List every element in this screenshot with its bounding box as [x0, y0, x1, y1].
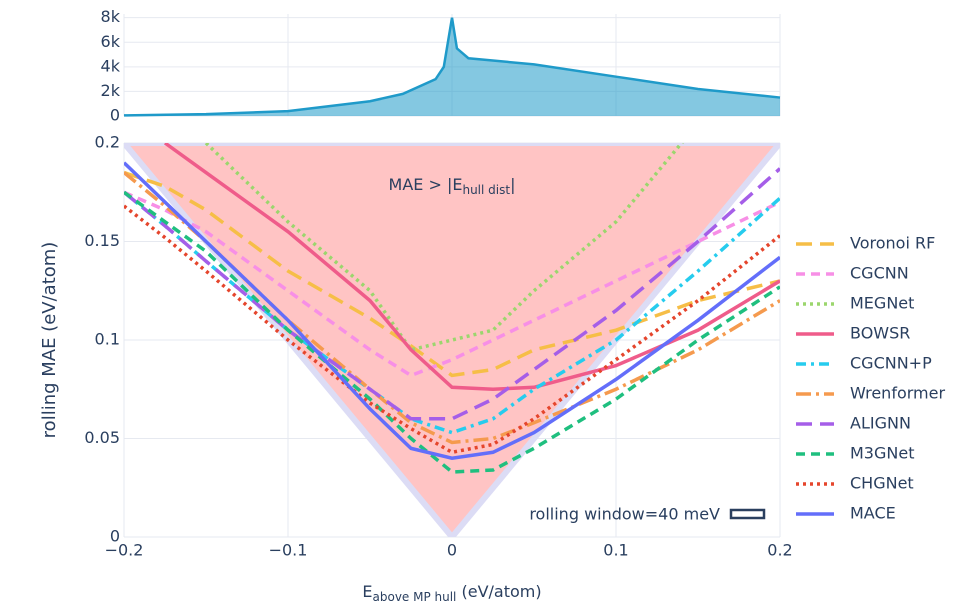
line-series [124, 167, 780, 421]
annotation-sub: hull dist [462, 183, 510, 197]
x-axis-label-main: E [362, 582, 372, 601]
y-tick-label: 0.2 [95, 133, 120, 152]
plot-area [124, 143, 780, 537]
x-axis-label: Eabove MP hull (eV/atom) [362, 582, 541, 604]
y-tick-label: 0.1 [95, 330, 120, 349]
y-tick-label: 0.05 [84, 428, 120, 447]
window-marker [729, 508, 766, 520]
legend-label: BOWSR [850, 324, 910, 343]
y-tick-label: 4k [101, 56, 121, 75]
y-tick-label: 0 [110, 527, 120, 546]
window-note: rolling window=40 meV [529, 505, 720, 524]
annotation: MAE > |Ehull dist| [389, 175, 516, 197]
x-axis-label-sub: above MP hull [373, 590, 457, 604]
line-series [124, 161, 780, 460]
line-series [124, 170, 780, 378]
x-tick-label: 0.2 [767, 541, 792, 560]
y-tick-label: 8k [101, 7, 121, 26]
legend-label: MEGNet [850, 294, 914, 313]
legend-label: ALIGNN [850, 414, 911, 433]
x-tick-label: −0.1 [269, 541, 308, 560]
y-tick-label: 0 [110, 106, 120, 125]
area-line [123, 17, 781, 117]
x-tick-label: 0 [447, 541, 457, 560]
line-series [163, 143, 780, 392]
legend-label: Wrenformer [850, 384, 945, 403]
legend-label: CGCNN [850, 264, 909, 283]
annotation-main: MAE > |E [389, 175, 463, 194]
legend-label: Voronoi RF [850, 234, 935, 253]
x-tick-label: −0.2 [105, 541, 144, 560]
x-tick-label: 0.1 [603, 541, 628, 560]
annotation-end: | [510, 175, 515, 194]
y-tick-label: 6k [101, 32, 121, 51]
line-series [124, 190, 780, 474]
y-tick-label: 0.15 [84, 231, 120, 250]
legend-label: M3GNet [850, 444, 914, 463]
y-tick-label: 2k [101, 81, 121, 100]
area-fill [124, 17, 780, 117]
y-axis-label: rolling MAE (eV/atom) [39, 242, 60, 439]
legend-label: CHGNet [850, 474, 914, 493]
line-series [124, 204, 780, 455]
legend-label: CGCNN+P [850, 354, 932, 373]
x-axis-label-end: (eV/atom) [456, 582, 541, 601]
legend-label: MACE [850, 504, 896, 523]
